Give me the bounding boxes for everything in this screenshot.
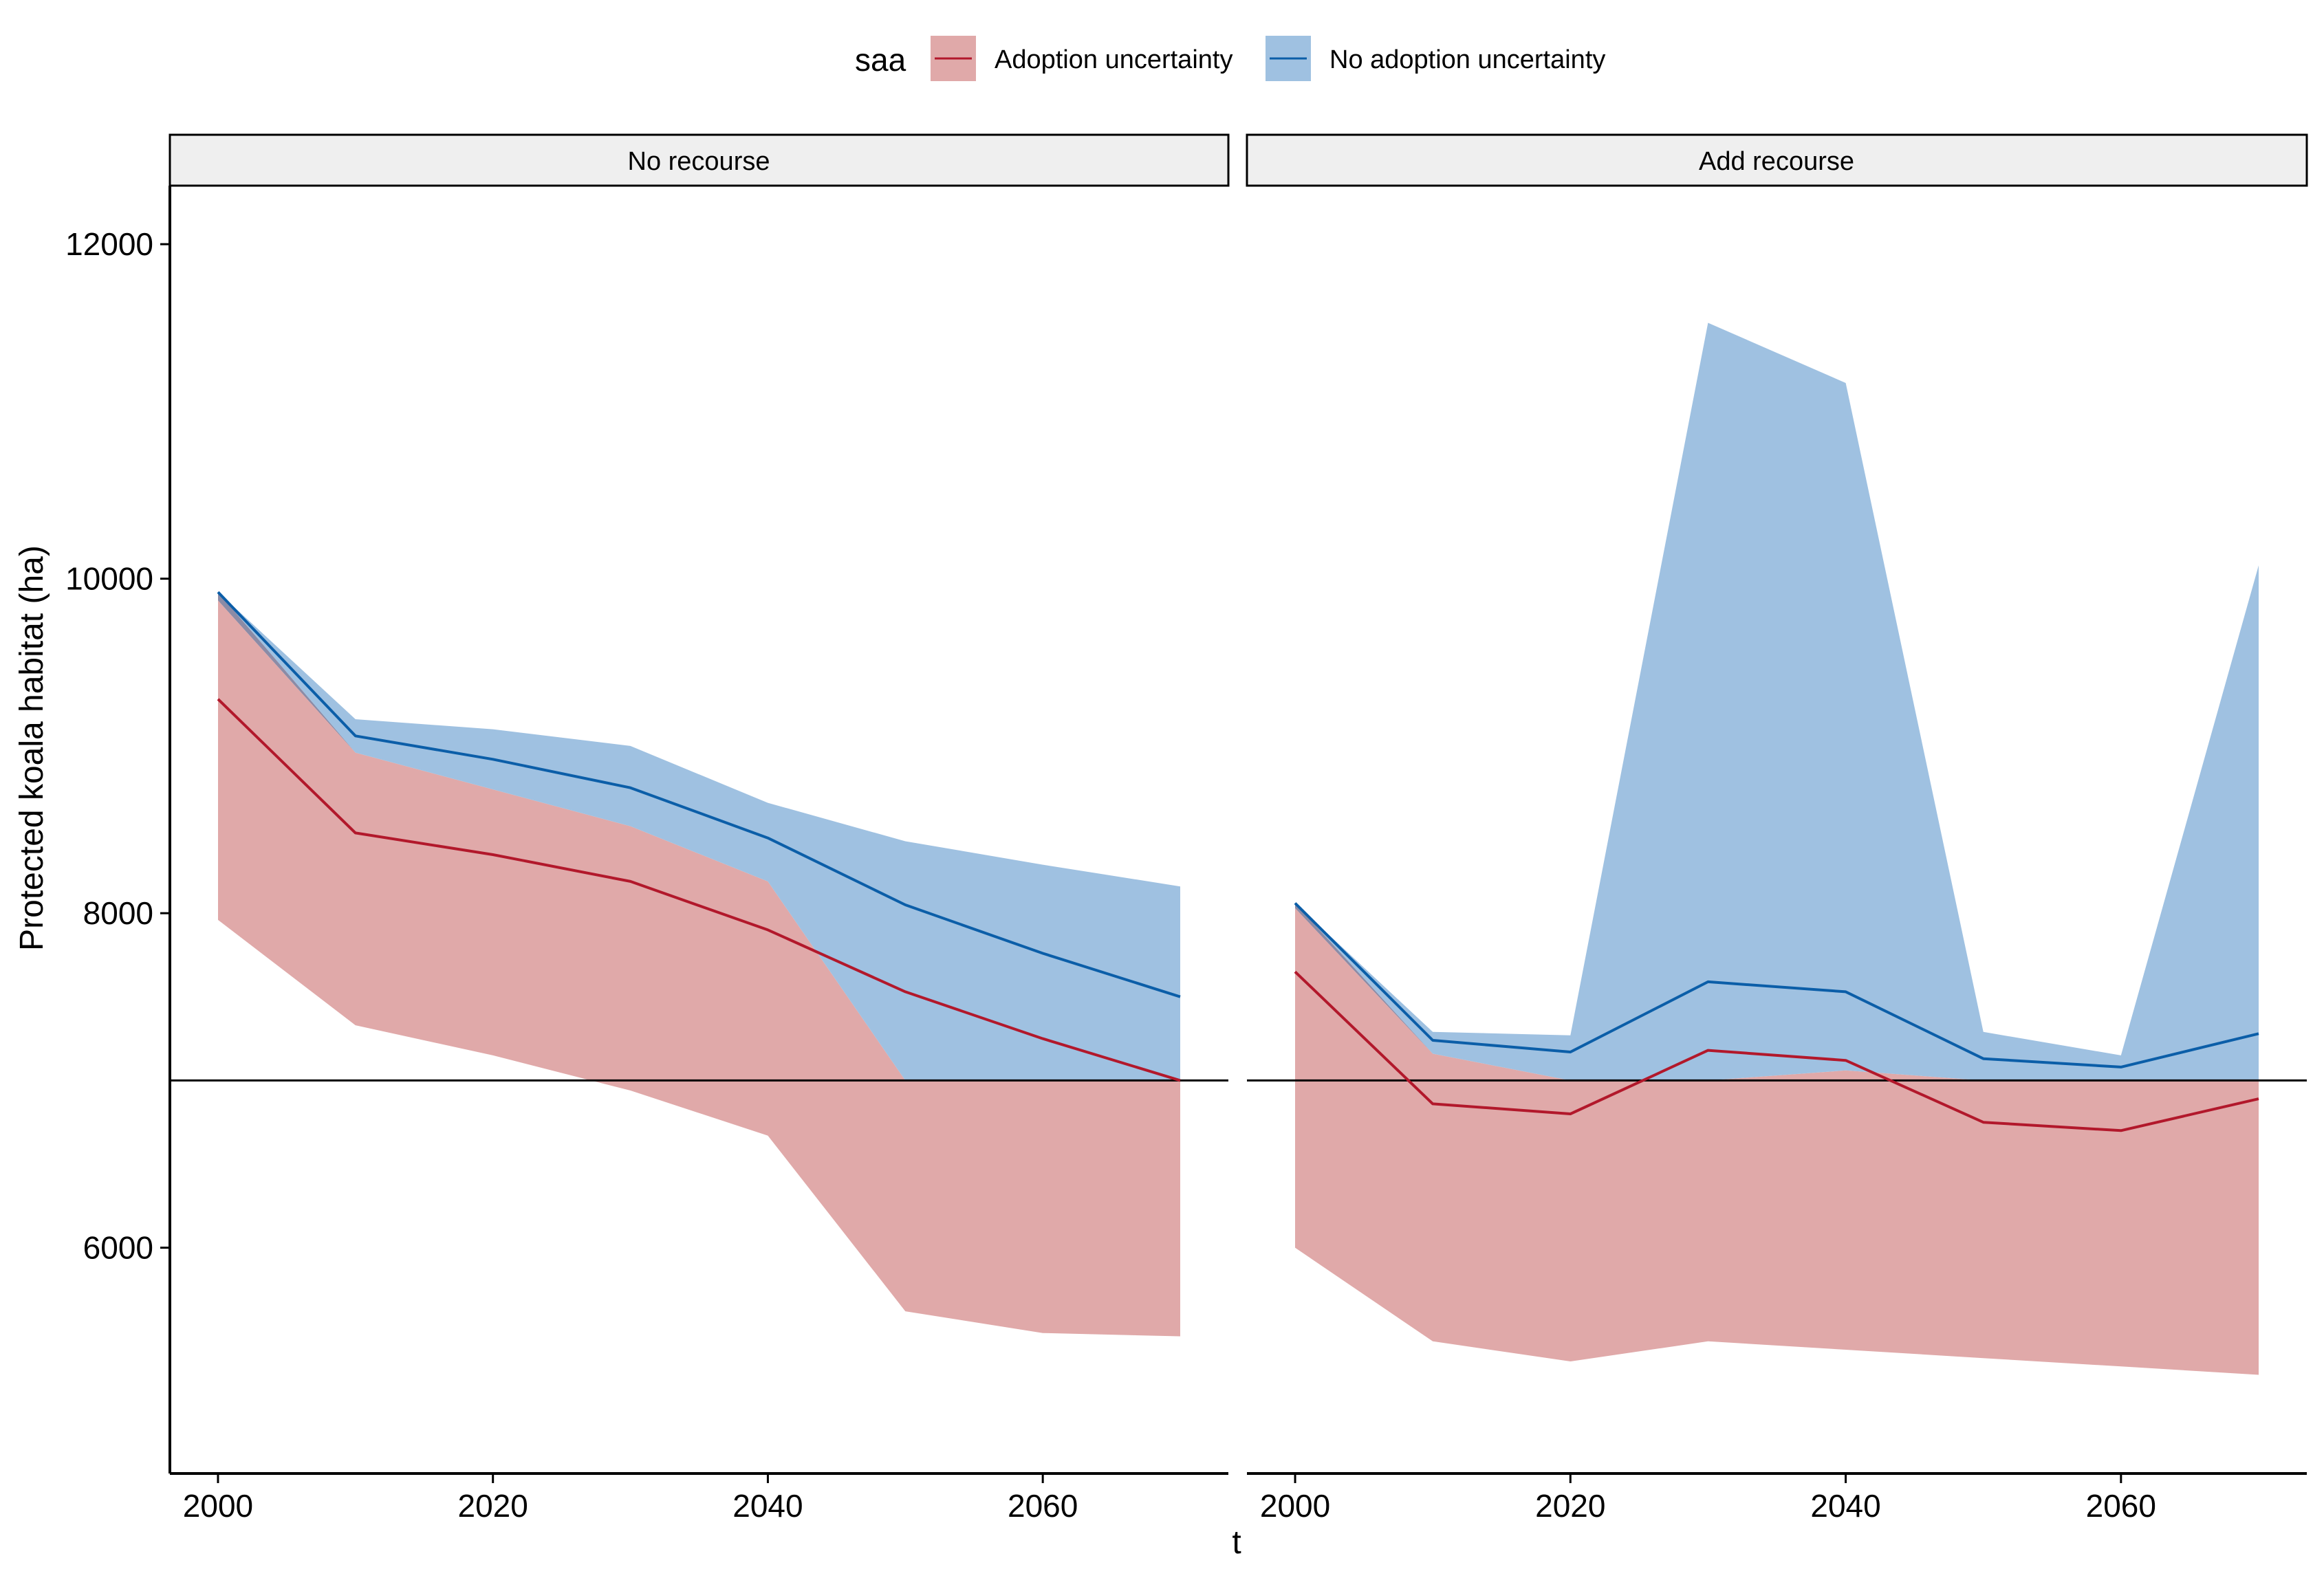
x-tick-label-2020-add-recourse: 2020 [1535, 1488, 1605, 1524]
legend-label-adoption-uncertainty: Adoption uncertainty [995, 45, 1232, 74]
x-tick-label-2040-add-recourse: 2040 [1810, 1488, 1880, 1524]
line-no-adoption-uncertainty-add-recourse [1294, 902, 2259, 1069]
x-axis-title: t [1232, 1524, 1241, 1561]
strip-box-add-recourse [1246, 133, 2308, 187]
panel-no-recourse [170, 591, 1228, 1337]
legend-title: saa [855, 42, 906, 78]
strip-label-add-recourse: Add recourse [1699, 147, 1854, 176]
line-adoption-uncertainty-no-recourse [217, 698, 1181, 1082]
legend: saa Adoption uncertainty No adoption unc… [855, 36, 1605, 81]
strip-box-no-recourse [169, 133, 1230, 187]
y-axis-title: Protected koala habitat (ha) [14, 545, 50, 951]
panel-add-recourse [1247, 322, 2307, 1375]
ribbon-no-adoption-uncertainty-no-recourse [218, 592, 1180, 1081]
y-axis: 6000 8000 10000 12000 [65, 186, 171, 1473]
x-tick-label-2040-no-recourse: 2040 [732, 1488, 803, 1524]
x-axis-no-recourse: 2000 2020 2040 2060 [170, 1472, 1228, 1524]
ribbon-adoption-uncertainty-no-recourse [218, 600, 1180, 1337]
y-tick-label-8000: 8000 [83, 895, 153, 931]
y-tick-label-12000: 12000 [65, 226, 153, 262]
y-tick-label-10000: 10000 [65, 561, 153, 597]
legend-entry-adoption-uncertainty: Adoption uncertainty [931, 36, 1232, 81]
legend-entry-no-adoption-uncertainty: No adoption uncertainty [1266, 36, 1605, 81]
strip-no-recourse: No recourse [169, 133, 1230, 187]
legend-label-no-adoption-uncertainty: No adoption uncertainty [1329, 45, 1605, 74]
x-tick-label-2020-no-recourse: 2020 [458, 1488, 528, 1524]
line-no-adoption-uncertainty-no-recourse [217, 591, 1181, 998]
x-tick-label-2060-no-recourse: 2060 [1008, 1488, 1078, 1524]
ribbon-no-adoption-uncertainty-add-recourse [1295, 322, 2259, 1081]
x-tick-label-2060-add-recourse: 2060 [2086, 1488, 2156, 1524]
x-tick-label-2000-no-recourse: 2000 [183, 1488, 253, 1524]
y-tick-label-6000: 6000 [83, 1230, 153, 1266]
strip-add-recourse: Add recourse [1246, 133, 2308, 187]
x-axis-add-recourse: 2000 2020 2040 2060 [1247, 1472, 2307, 1524]
ribbon-adoption-uncertainty-add-recourse [1295, 908, 2259, 1375]
strip-label-no-recourse: No recourse [628, 147, 770, 176]
x-tick-label-2000-add-recourse: 2000 [1260, 1488, 1330, 1524]
line-adoption-uncertainty-add-recourse [1294, 970, 2259, 1132]
